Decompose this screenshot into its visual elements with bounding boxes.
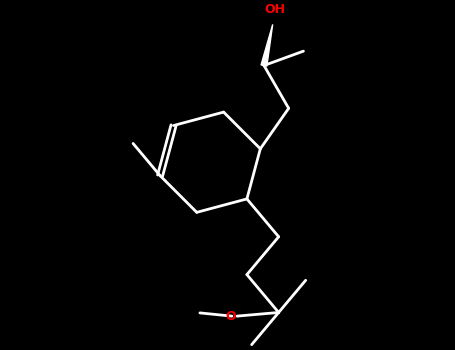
Text: OH: OH <box>265 2 286 15</box>
Text: O: O <box>225 310 236 323</box>
Polygon shape <box>261 25 273 66</box>
